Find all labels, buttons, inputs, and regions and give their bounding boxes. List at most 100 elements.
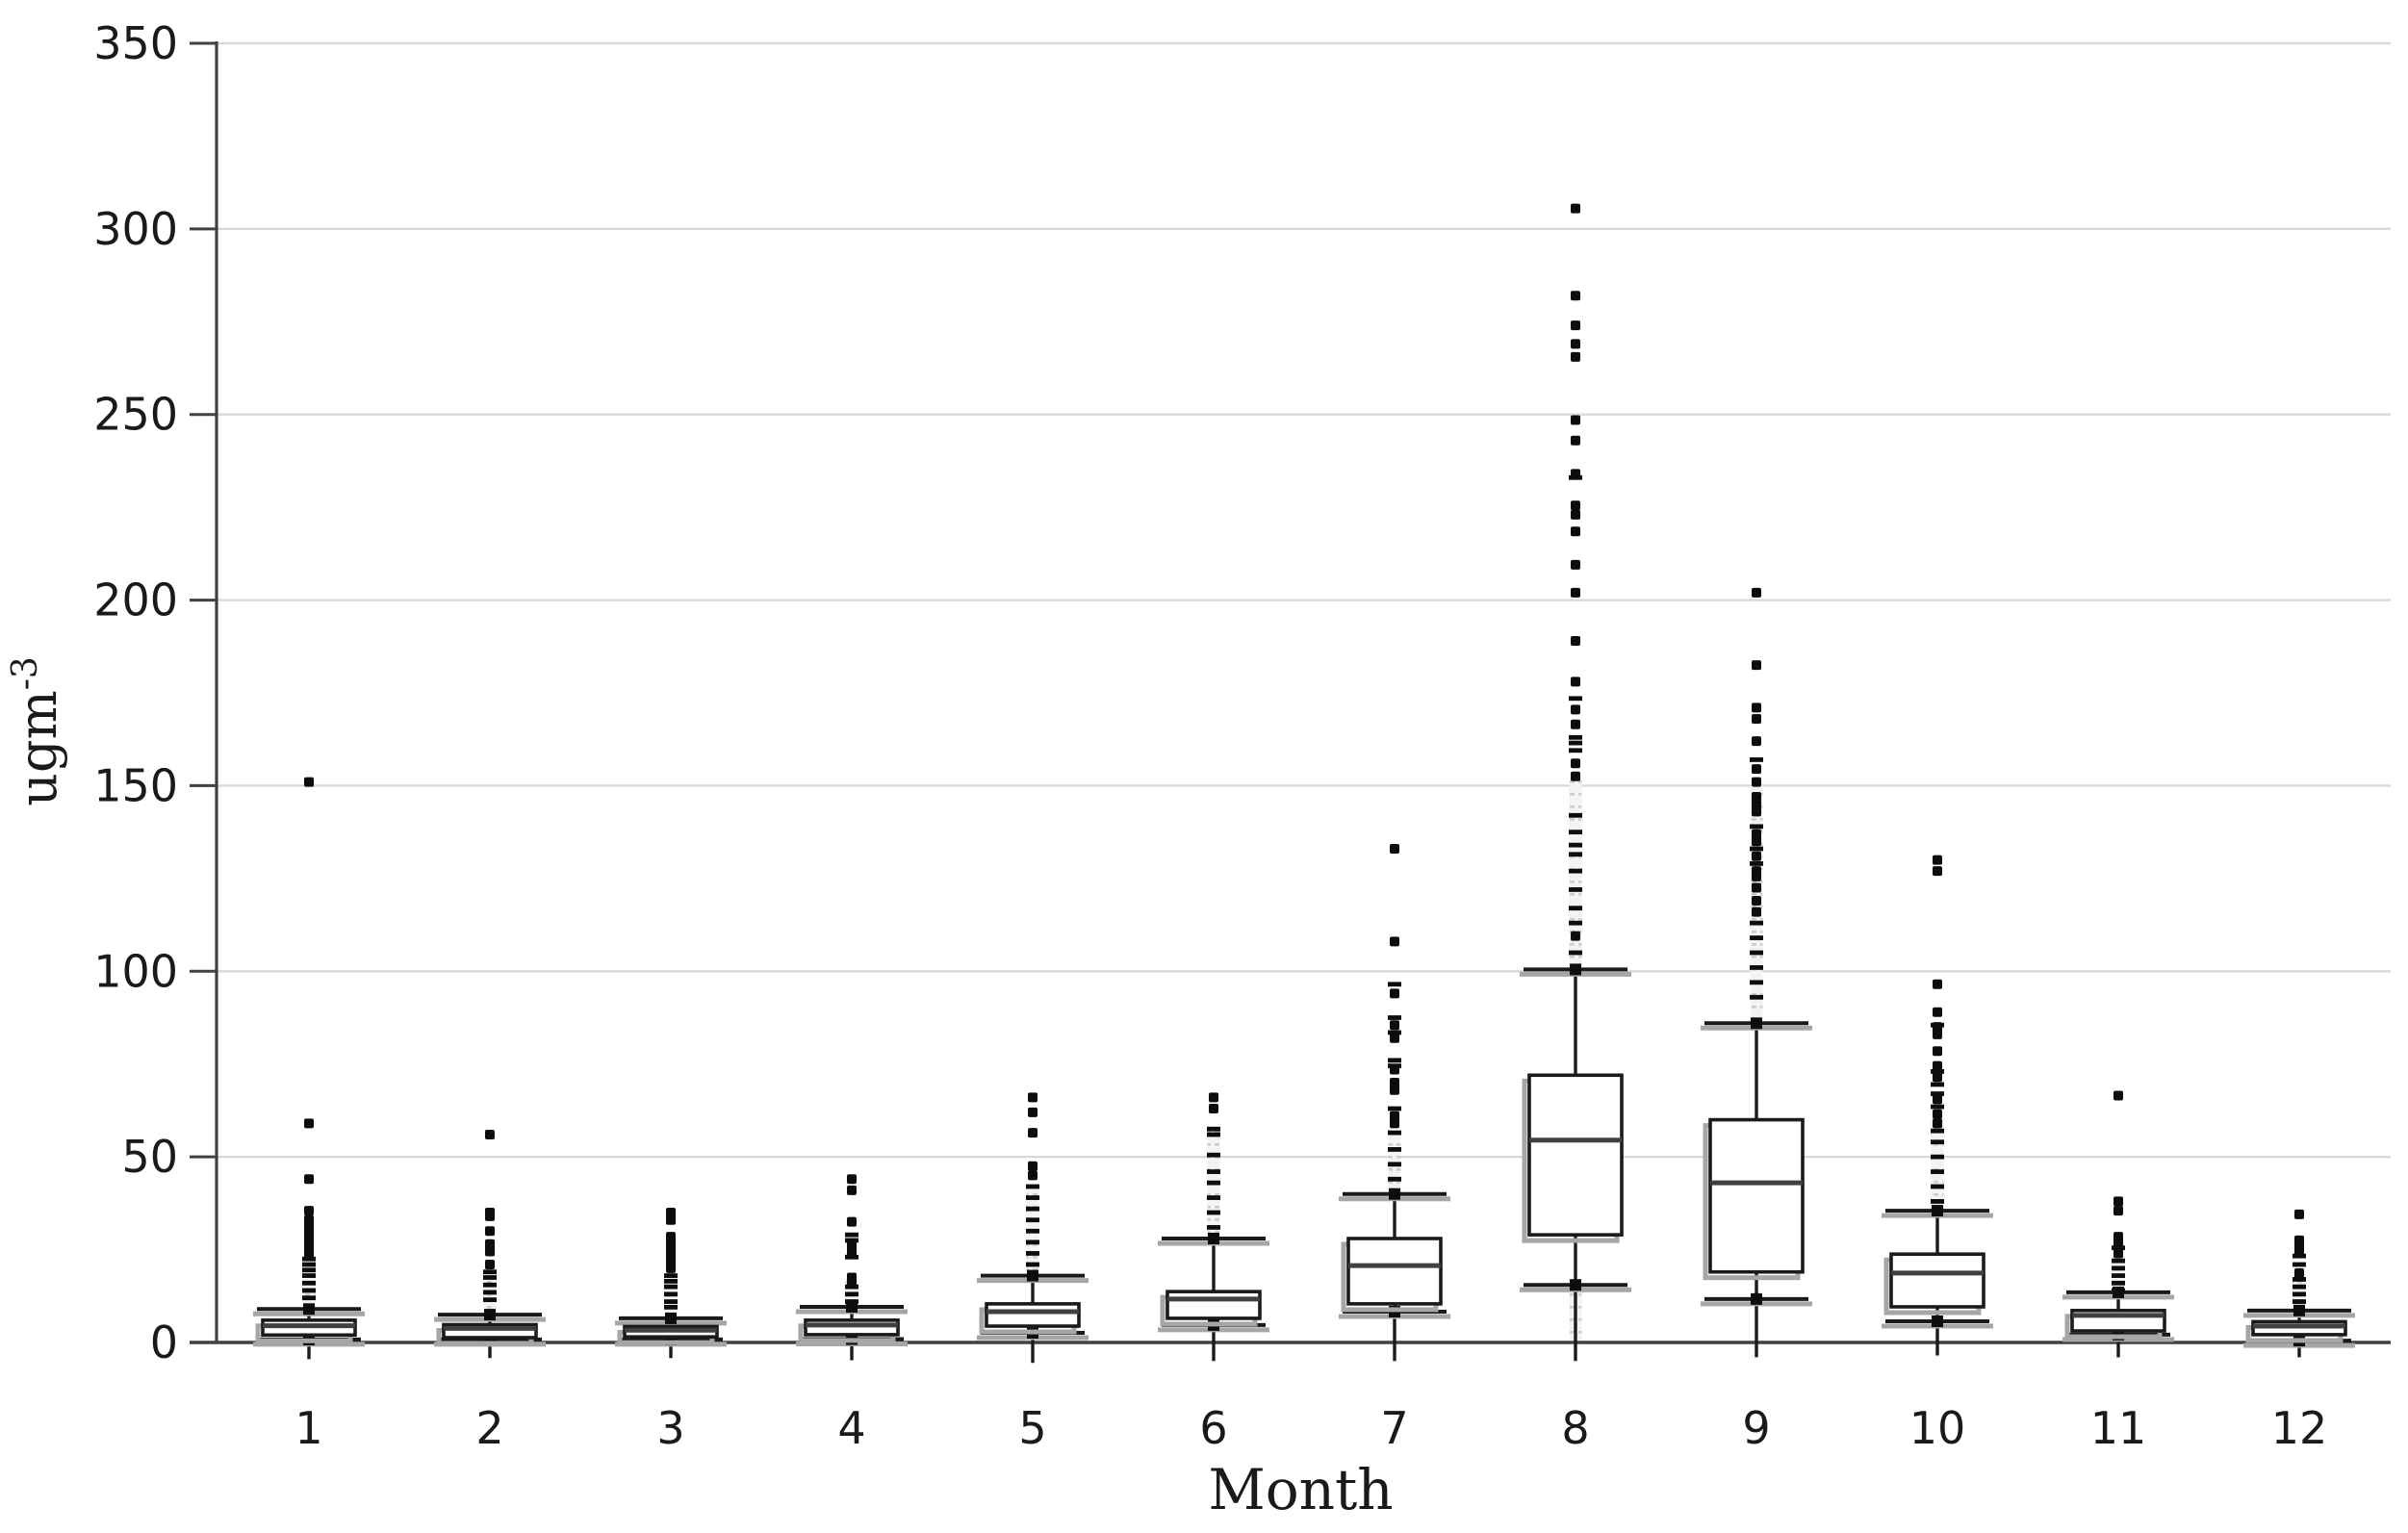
y-tick-label-150: 150 <box>93 759 178 811</box>
outlier-dot <box>485 1239 495 1249</box>
outlier-dot <box>1752 777 1761 787</box>
outlier-dot <box>1571 203 1580 214</box>
outlier-dash <box>1931 1069 1944 1074</box>
outlier-dash <box>302 1288 316 1293</box>
outlier-dash <box>1207 1210 1220 1215</box>
outlier-dash <box>483 1282 497 1288</box>
outlier-dot <box>485 1260 495 1269</box>
x-tick-label-7: 7 <box>1380 1402 1408 1454</box>
outlier-dot <box>1752 829 1761 839</box>
outlier-dash <box>1931 1104 1944 1110</box>
outlier-dot <box>1752 836 1761 847</box>
outlier-dash <box>483 1290 497 1295</box>
outlier-dash <box>1388 1130 1401 1136</box>
outlier-dash <box>302 1262 316 1267</box>
outlier-dot <box>666 1244 676 1255</box>
outlier-dash <box>664 1284 678 1290</box>
outlier-dash <box>1569 842 1582 848</box>
outlier-dot <box>1933 1007 1942 1017</box>
outlier-dash <box>1569 830 1582 835</box>
outlier-dot <box>847 1174 857 1185</box>
outlier-dot <box>1933 1118 1942 1129</box>
outlier-dot <box>1933 855 1942 865</box>
outlier-dot <box>1933 1029 1942 1039</box>
outlier-dot <box>847 1276 857 1287</box>
outlier-dash <box>302 1295 316 1301</box>
outlier-dash <box>1750 935 1763 940</box>
outlier-dot <box>1571 291 1580 301</box>
outlier-dot <box>847 1216 857 1227</box>
outlier-dash <box>845 1299 858 1304</box>
x-tick-label-12: 12 <box>2271 1402 2328 1454</box>
outlier-dash <box>2112 1245 2125 1251</box>
boxplot-month-10: 10 <box>1882 855 1993 1454</box>
box <box>1166 1290 1262 1320</box>
outlier-dash <box>1750 846 1763 852</box>
outlier-dot <box>2113 1237 2123 1247</box>
outlier-dash <box>2293 1262 2306 1267</box>
outlier-dash <box>2112 1273 2125 1278</box>
boxplot-month-7: 7 <box>1339 844 1450 1454</box>
outlier-dash <box>1207 1132 1220 1137</box>
y-axis-title-exponent: -3 <box>6 656 45 690</box>
outlier-dot <box>1752 851 1761 861</box>
boxplot-month-8: 8 <box>1520 203 1631 1454</box>
outlier-dot <box>1571 719 1580 729</box>
outlier-dot <box>1933 979 1942 989</box>
x-tick-label-3: 3 <box>656 1402 684 1454</box>
outlier-dash <box>1750 980 1763 985</box>
outlier-dot <box>2113 1090 2123 1101</box>
x-tick-label-8: 8 <box>1561 1402 1589 1454</box>
outlier-dash <box>1388 1106 1401 1111</box>
outlier-dash <box>1026 1251 1039 1256</box>
outlier-dot <box>1571 339 1580 349</box>
y-axis-title-base: ugm <box>8 690 68 806</box>
outlier-dot <box>1933 1022 1942 1033</box>
outlier-dash <box>1931 1139 1944 1145</box>
y-tick-label-100: 100 <box>93 945 178 997</box>
lower-whisker-cap-marker <box>1751 1292 1762 1305</box>
lower-whisker-cap-marker <box>1932 1316 1943 1328</box>
outlier-dash <box>1569 920 1582 926</box>
y-tick-label-350: 350 <box>93 17 178 69</box>
outlier-dot <box>1571 415 1580 425</box>
outlier-dot <box>1571 500 1580 511</box>
outlier-dash <box>1931 1154 1944 1160</box>
outlier-dot <box>1752 703 1761 713</box>
outlier-dot <box>1933 1046 1942 1057</box>
outlier-dash <box>1931 1128 1944 1134</box>
upper-whisker-cap-marker <box>484 1309 496 1321</box>
outlier-dot <box>2113 1196 2123 1207</box>
outlier-dot <box>485 1211 495 1221</box>
outlier-dot <box>1571 559 1580 570</box>
outlier-dash <box>1750 920 1763 926</box>
outlier-dot <box>1571 469 1580 479</box>
outlier-dot <box>1933 866 1942 877</box>
outlier-dash <box>1026 1184 1039 1189</box>
x-tick-label-1: 1 <box>295 1402 322 1454</box>
outlier-dash <box>1207 1180 1220 1186</box>
upper-whisker-cap-marker <box>303 1303 315 1316</box>
outlier-dash <box>1207 1195 1220 1200</box>
outlier-dash <box>1388 1162 1401 1167</box>
outlier-dot <box>1933 1109 1942 1119</box>
x-tick-label-11: 11 <box>2090 1402 2147 1454</box>
outlier-dash <box>1388 1015 1401 1020</box>
outlier-dot <box>1390 844 1399 854</box>
outlier-dot <box>304 1206 314 1216</box>
outlier-dash <box>1569 868 1582 874</box>
outlier-dash <box>1026 1206 1039 1212</box>
outlier-dash <box>1388 1176 1401 1182</box>
outlier-dot <box>1390 1033 1399 1043</box>
outlier-dash <box>664 1299 678 1304</box>
outlier-dash <box>1750 861 1763 866</box>
outlier-dot <box>1390 1118 1399 1129</box>
outlier-dot <box>1571 509 1580 520</box>
y-tick-label-200: 200 <box>93 575 178 626</box>
outlier-dash <box>302 1280 316 1286</box>
outlier-dot <box>1028 1092 1037 1103</box>
outlier-dash <box>1026 1228 1039 1234</box>
outlier-dot <box>1752 799 1761 809</box>
outlier-dot <box>1933 1072 1942 1083</box>
outlier-dash <box>1207 1169 1220 1174</box>
